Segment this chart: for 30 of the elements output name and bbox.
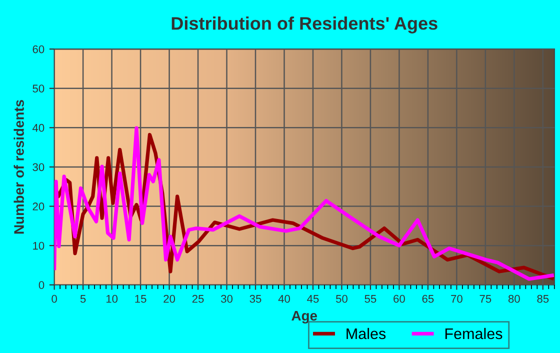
x-tick-label: 0: [52, 294, 57, 303]
x-tick-label: 45: [307, 295, 319, 303]
y-tick-label: 60: [32, 45, 44, 54]
x-tick-label: 70: [451, 294, 462, 303]
x-tick-label: 55: [364, 295, 376, 303]
x-tick-label: 80: [508, 294, 520, 303]
y-tick-label: 20: [32, 202, 44, 210]
legend-label: Males: [346, 328, 386, 340]
y-tick-label: 0: [38, 281, 44, 290]
y-tick-label: 40: [32, 124, 44, 132]
x-tick-label: 15: [135, 295, 146, 303]
y-tick-label: 30: [32, 163, 44, 172]
x-tick-label: 20: [164, 294, 176, 303]
x-axis-title: Age: [292, 310, 318, 324]
x-tick-label: 60: [394, 294, 405, 303]
x-tick-label: 40: [278, 294, 290, 303]
x-tick-label: 65: [422, 294, 434, 303]
x-tick-label: 35: [250, 294, 262, 303]
x-tick-label: 30: [221, 294, 233, 303]
x-tick-label: 75: [480, 295, 492, 303]
x-tick-label: 10: [106, 294, 118, 303]
legend-label: Females: [445, 328, 502, 340]
y-axis-title: Number of residents: [14, 100, 24, 234]
x-tick-label: 50: [336, 294, 348, 303]
y-tick-label: 50: [32, 84, 44, 93]
x-tick-label: 5: [80, 295, 86, 303]
y-tick-label: 10: [33, 242, 44, 250]
x-tick-label: 25: [192, 294, 204, 303]
chart-title: Distribution of Residents' Ages: [172, 16, 438, 34]
x-tick-label: 85: [537, 294, 549, 303]
